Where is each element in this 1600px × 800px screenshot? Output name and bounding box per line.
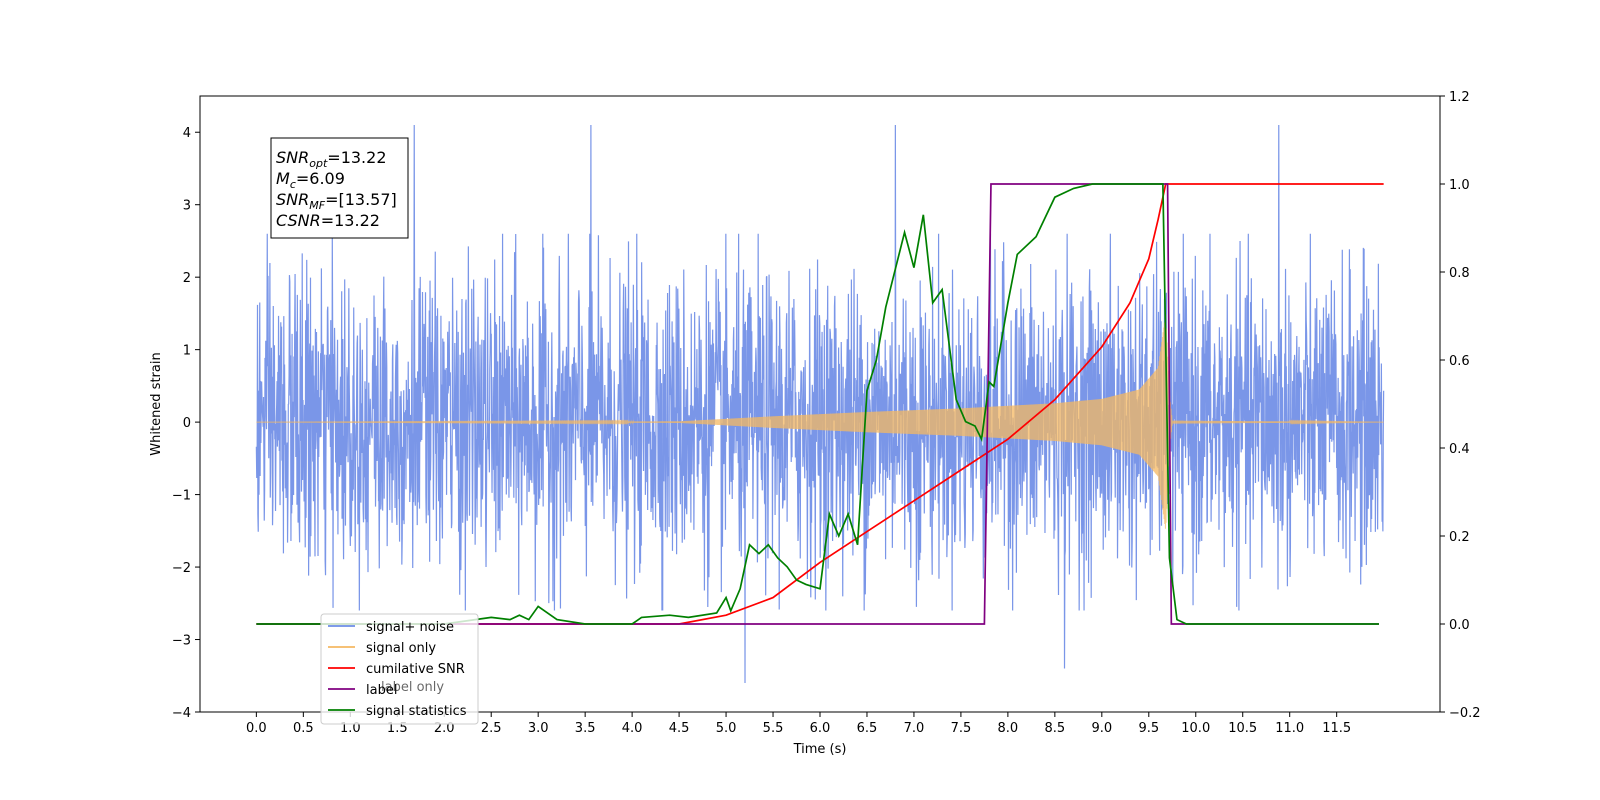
- y-tick-label: 1: [183, 344, 191, 359]
- legend-entry-label: signal+ noise: [366, 620, 454, 635]
- series-cumulative-snr-line: [256, 183, 1384, 625]
- y2-tick-label: 0.6: [1449, 354, 1470, 369]
- plot-area: [255, 124, 1385, 684]
- legend-hidden-text: label only: [381, 680, 444, 695]
- x-tick-label: 5.0: [716, 721, 737, 736]
- x-tick-label: 8.5: [1045, 721, 1066, 736]
- annotation-line: SNRopt=13.22: [276, 148, 387, 170]
- x-tick-label: 3.5: [575, 721, 596, 736]
- x-tick-label: 9.5: [1138, 721, 1159, 736]
- x-tick-label: 0.0: [246, 721, 267, 736]
- legend-entry-label: signal only: [366, 641, 436, 656]
- y-tick-label: 0: [183, 416, 191, 431]
- x-tick-label: 8.0: [998, 721, 1019, 736]
- x-tick-label: 2.0: [434, 721, 455, 736]
- x-tick-label: 10.5: [1228, 721, 1257, 736]
- x-tick-label: 7.5: [951, 721, 972, 736]
- x-tick-label: 2.5: [481, 721, 502, 736]
- y-tick-label: −3: [172, 634, 191, 649]
- stats-annotation-box: SNRopt=13.22Mc=6.09SNRMF=[13.57]CSNR=13.…: [270, 137, 409, 239]
- x-tick-label: 6.0: [810, 721, 831, 736]
- series-signal-statistics-line: [256, 183, 1379, 625]
- x-axis-label: Time (s): [793, 742, 847, 757]
- x-tick-label: 1.0: [340, 721, 361, 736]
- y2-tick-label: 1.2: [1449, 90, 1470, 105]
- annotation-line: Mc=6.09: [276, 169, 345, 191]
- y-axis-label: Whitened strain: [149, 352, 164, 455]
- y-tick-label: −2: [172, 561, 191, 576]
- y-tick-label: 3: [183, 199, 191, 214]
- y2-tick-label: 0.2: [1449, 530, 1470, 545]
- x-tick-label: 7.0: [904, 721, 925, 736]
- series-signal-noise-line: [255, 124, 1385, 684]
- x-tick-label: 10.0: [1181, 721, 1210, 736]
- y-tick-label: −1: [172, 489, 191, 504]
- x-tick-label: 9.0: [1091, 721, 1112, 736]
- y-tick-label: 4: [183, 126, 191, 141]
- y2-tick-label: 0.8: [1449, 266, 1470, 281]
- y2-tick-label: 0.4: [1449, 442, 1470, 457]
- x-tick-label: 11.5: [1322, 721, 1351, 736]
- y2-tick-label: 0.0: [1449, 618, 1470, 633]
- x-axis: 0.0 0.5 1.0 1.5 2.0 2.5 3.0 3.5 4.0 4.5 5.0 5.5 6.0 6…: [246, 712, 1351, 736]
- annotation-box-frame: [270, 137, 409, 239]
- legend-entry-label: cumilative SNR: [366, 662, 465, 677]
- annotation-line: CSNR=13.22: [276, 211, 380, 230]
- x-tick-label: 5.5: [763, 721, 784, 736]
- y2-tick-label: 1.0: [1449, 178, 1470, 193]
- x-tick-label: 0.5: [293, 721, 314, 736]
- x-tick-label: 4.5: [669, 721, 690, 736]
- y-axis-left: −4 −3 −2 −1 0 1 2 3 4: [172, 126, 200, 721]
- legend-frame: [320, 613, 479, 725]
- y-tick-label: 2: [183, 271, 191, 286]
- y2-tick-label: −0.2: [1449, 706, 1481, 721]
- x-tick-label: 6.5: [857, 721, 878, 736]
- y-tick-label: −4: [172, 706, 191, 721]
- x-tick-label: 3.0: [528, 721, 549, 736]
- series-signal-only-line: [256, 314, 1384, 529]
- x-tick-label: 4.0: [622, 721, 643, 736]
- legend-entry-label: label: [366, 683, 397, 698]
- annotation-line: SNRMF=[13.57]: [276, 190, 397, 212]
- legend: label only signal+ noise signal only cumila…: [320, 613, 479, 725]
- x-tick-label: 1.5: [387, 721, 408, 736]
- legend-entry-label: signal statistics: [366, 704, 467, 719]
- y-axis-right: −0.2 0.0 0.2 0.4 0.6 0.8 1.0 1.2: [1440, 90, 1481, 721]
- x-tick-label: 11.0: [1275, 721, 1304, 736]
